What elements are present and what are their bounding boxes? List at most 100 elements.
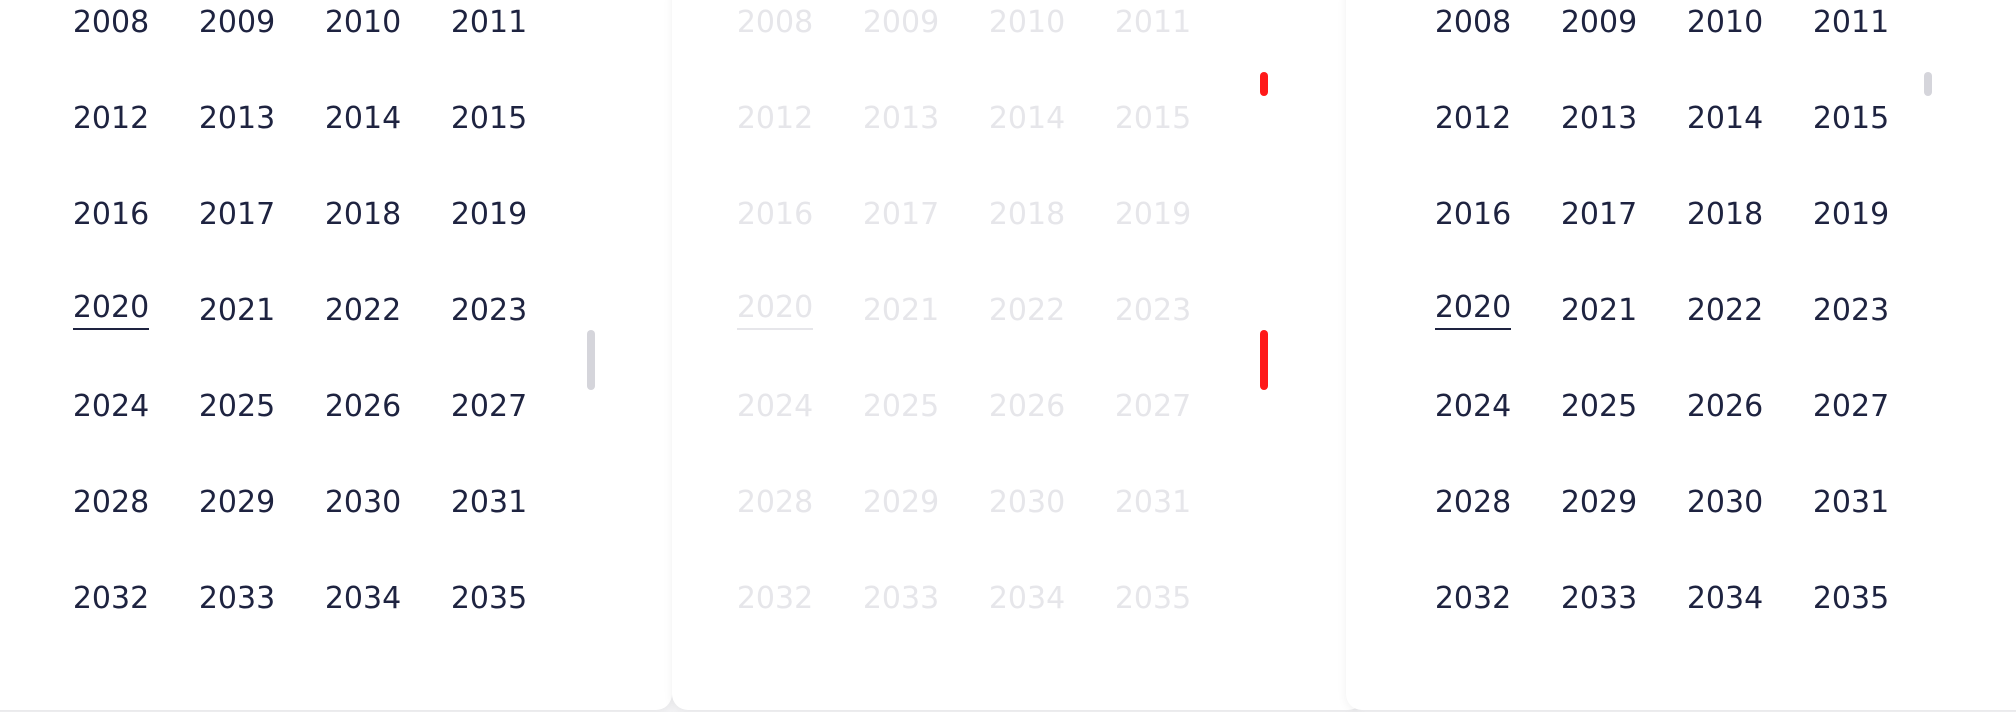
year-option[interactable]: 2016	[48, 166, 174, 262]
year-option[interactable]: 2028	[712, 454, 838, 550]
year-label: 2010	[324, 4, 402, 40]
year-option[interactable]: 2023	[1788, 262, 1914, 358]
year-label: 2026	[324, 388, 402, 424]
year-label: 2035	[1114, 580, 1192, 616]
year-option[interactable]: 2025	[1536, 358, 1662, 454]
year-option[interactable]: 2026	[964, 358, 1090, 454]
year-label: 2010	[1686, 4, 1764, 40]
year-option[interactable]: 2027	[426, 358, 552, 454]
year-option[interactable]: 2015	[1090, 70, 1216, 166]
year-option-current[interactable]: 2020	[1410, 262, 1536, 358]
year-option[interactable]: 2014	[300, 70, 426, 166]
year-option[interactable]: 2030	[964, 454, 1090, 550]
year-label: 2029	[862, 484, 940, 520]
year-option[interactable]: 2021	[1536, 262, 1662, 358]
year-picker-panel-3: 2008 2009 2010 2011 2012 2013 2014 2015 2016 2017…	[1346, 0, 2016, 710]
year-option[interactable]: 2016	[712, 166, 838, 262]
year-option[interactable]: 2021	[174, 262, 300, 358]
year-option[interactable]: 2019	[1788, 166, 1914, 262]
year-option[interactable]: 2034	[964, 550, 1090, 628]
year-option[interactable]: 2023	[1090, 262, 1216, 358]
year-option[interactable]: 2022	[300, 262, 426, 358]
year-option[interactable]: 2030	[1662, 454, 1788, 550]
year-option[interactable]: 2014	[1662, 70, 1788, 166]
year-option[interactable]: 2010	[964, 0, 1090, 70]
year-option[interactable]: 2028	[48, 454, 174, 550]
year-option[interactable]: 2015	[426, 70, 552, 166]
year-option[interactable]: 2035	[1788, 550, 1914, 628]
scrollbar-thumb[interactable]	[587, 330, 595, 390]
year-option[interactable]: 2024	[48, 358, 174, 454]
year-option[interactable]: 2035	[1090, 550, 1216, 628]
year-label: 2020	[1434, 290, 1512, 330]
year-option[interactable]: 2022	[964, 262, 1090, 358]
year-option[interactable]: 2028	[1410, 454, 1536, 550]
year-option[interactable]: 2008	[1410, 0, 1536, 70]
year-option[interactable]: 2009	[174, 0, 300, 70]
year-option[interactable]: 2011	[426, 0, 552, 70]
year-option[interactable]: 2009	[1536, 0, 1662, 70]
year-label: 2008	[72, 4, 150, 40]
year-option[interactable]: 2017	[1536, 166, 1662, 262]
year-option[interactable]: 2021	[838, 262, 964, 358]
year-option[interactable]: 2009	[838, 0, 964, 70]
year-option[interactable]: 2035	[426, 550, 552, 628]
year-option[interactable]: 2029	[838, 454, 964, 550]
year-option[interactable]: 2014	[964, 70, 1090, 166]
year-option[interactable]: 2029	[174, 454, 300, 550]
year-list-viewport[interactable]: 2008 2009 2010 2011 2012 2013 2014 2015 2016 2017…	[0, 0, 672, 628]
year-option[interactable]: 2034	[300, 550, 426, 628]
year-option[interactable]: 2024	[712, 358, 838, 454]
year-label: 2032	[1434, 580, 1512, 616]
year-option[interactable]: 2033	[174, 550, 300, 628]
year-option[interactable]: 2025	[174, 358, 300, 454]
year-option[interactable]: 2023	[426, 262, 552, 358]
year-option[interactable]: 2015	[1788, 70, 1914, 166]
year-option[interactable]: 2019	[426, 166, 552, 262]
year-option[interactable]: 2013	[1536, 70, 1662, 166]
year-option[interactable]: 2010	[300, 0, 426, 70]
year-option[interactable]: 2031	[1090, 454, 1216, 550]
year-option[interactable]: 2013	[174, 70, 300, 166]
year-option[interactable]: 2033	[838, 550, 964, 628]
year-option[interactable]: 2031	[1788, 454, 1914, 550]
year-option[interactable]: 2013	[838, 70, 964, 166]
year-option[interactable]: 2018	[964, 166, 1090, 262]
year-option[interactable]: 2034	[1662, 550, 1788, 628]
year-option-current[interactable]: 2020	[712, 262, 838, 358]
year-option[interactable]: 2026	[300, 358, 426, 454]
year-option[interactable]: 2029	[1536, 454, 1662, 550]
year-option[interactable]: 2022	[1662, 262, 1788, 358]
year-option[interactable]: 2024	[1410, 358, 1536, 454]
year-option[interactable]: 2012	[1410, 70, 1536, 166]
year-option[interactable]: 2008	[712, 0, 838, 70]
year-option[interactable]: 2012	[712, 70, 838, 166]
year-option[interactable]: 2026	[1662, 358, 1788, 454]
year-option[interactable]: 2011	[1788, 0, 1914, 70]
year-option[interactable]: 2031	[426, 454, 552, 550]
year-option[interactable]: 2017	[174, 166, 300, 262]
year-option-current[interactable]: 2020	[48, 262, 174, 358]
year-option[interactable]: 2011	[1090, 0, 1216, 70]
scrollbar-marker-main[interactable]	[1260, 330, 1268, 390]
year-option[interactable]: 2027	[1090, 358, 1216, 454]
year-option[interactable]: 2030	[300, 454, 426, 550]
year-option[interactable]: 2012	[48, 70, 174, 166]
year-option[interactable]: 2010	[1662, 0, 1788, 70]
year-option[interactable]: 2017	[838, 166, 964, 262]
year-option[interactable]: 2018	[300, 166, 426, 262]
year-list-viewport[interactable]: 2008 2009 2010 2011 2012 2013 2014 2015 2016 2017…	[1346, 0, 2016, 628]
year-option[interactable]: 2032	[712, 550, 838, 628]
year-option[interactable]: 2008	[48, 0, 174, 70]
scrollbar-thumb[interactable]	[1924, 72, 1932, 96]
year-option[interactable]: 2019	[1090, 166, 1216, 262]
year-list-viewport[interactable]: 2008 2009 2010 2011 2012 2013 2014 2015 2016 2017…	[672, 0, 1364, 628]
year-option[interactable]: 2027	[1788, 358, 1914, 454]
year-option[interactable]: 2032	[1410, 550, 1536, 628]
year-option[interactable]: 2032	[48, 550, 174, 628]
year-option[interactable]: 2025	[838, 358, 964, 454]
year-option[interactable]: 2018	[1662, 166, 1788, 262]
year-label: 2015	[1114, 100, 1192, 136]
year-option[interactable]: 2033	[1536, 550, 1662, 628]
year-option[interactable]: 2016	[1410, 166, 1536, 262]
